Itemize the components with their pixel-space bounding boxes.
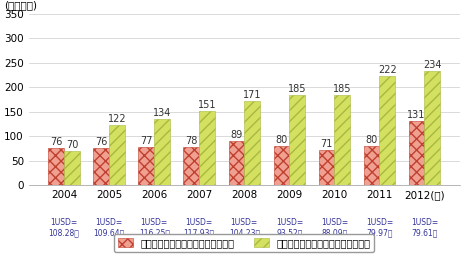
Bar [199, 111, 214, 185]
Bar [244, 101, 259, 185]
Text: 1USD=
116.25円: 1USD= 116.25円 [138, 218, 169, 238]
Bar [289, 94, 305, 185]
Bar [138, 147, 154, 185]
Text: 77: 77 [140, 136, 152, 146]
Text: 1USD=
109.64円: 1USD= 109.64円 [94, 218, 125, 238]
Text: 1USD=
79.97円: 1USD= 79.97円 [365, 218, 392, 238]
Text: 76: 76 [95, 137, 107, 147]
Bar [154, 119, 169, 185]
Bar [318, 150, 334, 185]
Text: 76: 76 [50, 137, 63, 147]
Bar [273, 146, 289, 185]
Text: 222: 222 [377, 66, 396, 75]
Text: 171: 171 [243, 90, 261, 100]
Bar [334, 94, 350, 185]
Text: 1USD=
104.23円: 1USD= 104.23円 [228, 218, 259, 238]
Text: 1USD=
117.93円: 1USD= 117.93円 [183, 218, 214, 238]
Y-axis label: (百万ドル): (百万ドル) [4, 1, 37, 10]
Bar [183, 147, 199, 185]
Legend: 日本の放送コンテンツの海外輸出額, 韓国の放送コンテンツの海外輸出額: 日本の放送コンテンツの海外輸出額, 韓国の放送コンテンツの海外輸出額 [114, 234, 374, 252]
Text: 1USD=
93.52円: 1USD= 93.52円 [275, 218, 302, 238]
Text: 78: 78 [185, 136, 197, 146]
Text: 185: 185 [288, 84, 306, 94]
Bar [48, 148, 64, 185]
Text: 185: 185 [332, 84, 351, 94]
Bar [93, 148, 109, 185]
Bar [228, 141, 244, 185]
Text: 131: 131 [407, 110, 425, 120]
Text: 1USD=
88.09円: 1USD= 88.09円 [320, 218, 347, 238]
Text: 1USD=
79.61円: 1USD= 79.61円 [410, 218, 437, 238]
Bar [379, 76, 394, 185]
Text: 151: 151 [197, 100, 216, 110]
Bar [363, 146, 379, 185]
Text: 70: 70 [66, 140, 78, 150]
Text: 122: 122 [107, 114, 126, 124]
Text: 134: 134 [153, 109, 171, 119]
Bar [408, 121, 424, 185]
Bar [109, 125, 125, 185]
Text: 80: 80 [275, 135, 287, 145]
Text: 80: 80 [365, 135, 377, 145]
Text: 71: 71 [319, 139, 332, 149]
Bar [64, 151, 80, 185]
Text: 234: 234 [422, 60, 441, 70]
Bar [424, 70, 439, 185]
Text: 1USD=
108.28円: 1USD= 108.28円 [49, 218, 79, 238]
Text: 89: 89 [230, 131, 242, 140]
